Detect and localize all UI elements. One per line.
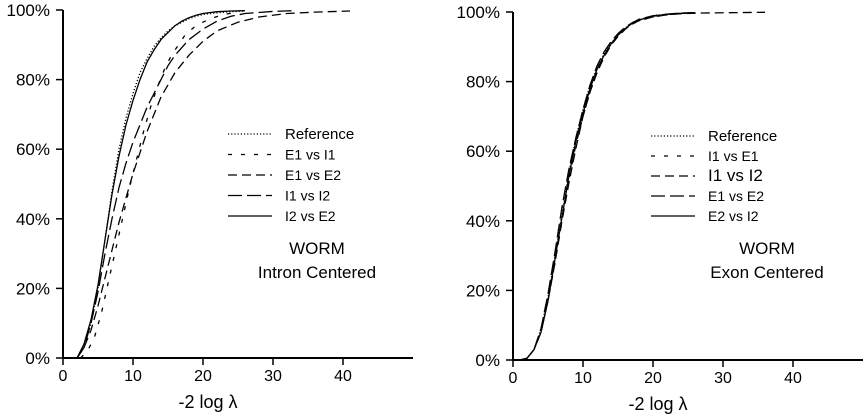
y-tick-label: 100% <box>7 1 50 20</box>
series-line-1 <box>76 10 246 359</box>
x-tick-label: 40 <box>334 368 352 385</box>
x-tick-label: 10 <box>574 370 592 387</box>
y-tick-label: 20% <box>16 279 50 298</box>
legend-entry-label: E1 vs I1 <box>285 147 336 163</box>
legend-entry-label: E1 vs E2 <box>285 167 341 183</box>
x-axis-label: -2 log λ <box>628 394 687 414</box>
x-tick-label: 20 <box>644 370 662 387</box>
y-tick-label: 40% <box>16 210 50 229</box>
y-tick-label: 60% <box>466 142 500 161</box>
chart-annotation: WORM <box>289 239 345 258</box>
x-tick-label: 30 <box>264 368 282 385</box>
chart-panel-2: 0% 20% 40% 60% 80% 100% 0 10 20 30 40 -2 log λ Refer… <box>457 3 863 414</box>
y-tick-label: 100% <box>457 3 500 22</box>
legend-entry-label: E2 vs I2 <box>708 208 759 224</box>
series-line-3 <box>76 10 351 359</box>
x-tick-label: 10 <box>124 368 142 385</box>
y-tick-label: 80% <box>466 73 500 92</box>
y-tick-label: 40% <box>466 212 500 231</box>
y-tick-label: 20% <box>466 281 500 300</box>
legend-entry-label: E1 vs E2 <box>708 188 764 204</box>
legend-entry-label: I2 vs E2 <box>285 208 336 224</box>
chart-panel-1: 0% 20% 40% 60% 80% 100% 0 10 20 30 40 -2 log λ Refer… <box>7 1 413 412</box>
y-tick-label: 60% <box>16 140 50 159</box>
legend-entry-label: Reference <box>285 126 354 143</box>
legend: Reference E1 vs I1 E1 vs E2 I1 vs I2 I2 vs E… <box>228 126 354 224</box>
x-tick-label: 0 <box>509 370 518 387</box>
x-tick-label: 40 <box>784 370 802 387</box>
x-tick-label: 0 <box>59 368 68 385</box>
legend: Reference I1 vs E1 I1 vs I2 E1 vs E2 E2 vs I… <box>651 128 777 224</box>
series-line-5 <box>519 12 696 361</box>
legend-entry-label: I1 vs I2 <box>708 166 763 185</box>
chart-annotation: WORM <box>739 239 795 258</box>
series-line-5 <box>76 10 246 359</box>
chart-annotation: Exon Centered <box>710 263 823 282</box>
x-tick-label: 20 <box>194 368 212 385</box>
y-tick-label: 80% <box>16 71 50 90</box>
series-line-2 <box>80 11 239 359</box>
series-line-4 <box>76 10 295 359</box>
series-line-3 <box>519 11 766 361</box>
chart-annotation: Intron Centered <box>258 263 376 282</box>
legend-entry-label: I1 vs I2 <box>285 188 330 204</box>
y-tick-label: 0% <box>475 351 500 370</box>
legend-entry-label: Reference <box>708 128 777 145</box>
y-tick-label: 0% <box>25 349 50 368</box>
x-tick-label: 30 <box>714 370 732 387</box>
legend-entry-label: I1 vs E1 <box>708 148 759 164</box>
x-axis-label: -2 log λ <box>178 392 237 412</box>
